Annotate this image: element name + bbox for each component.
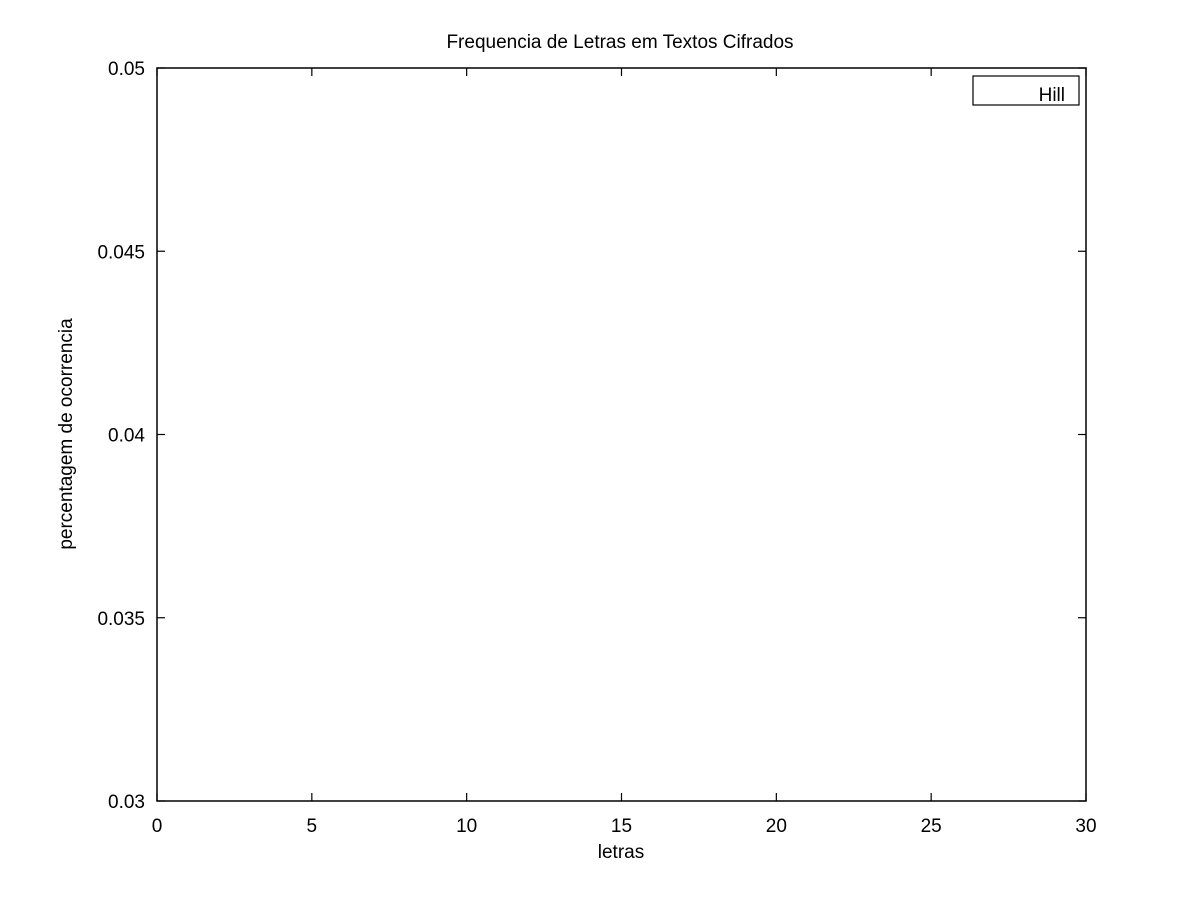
- plot-area: [156, 67, 1087, 802]
- y-tick-label: 0.03: [108, 792, 145, 813]
- y-tick-label: 0.05: [108, 59, 145, 80]
- x-tick-label: 20: [766, 816, 787, 837]
- chart-title: Frequencia de Letras em Textos Cifrados: [446, 32, 793, 53]
- x-tick-label: 0: [152, 816, 163, 837]
- x-axis: 0 5 10 15 20 25 30: [152, 68, 1097, 837]
- legend-box: [972, 75, 1080, 106]
- x-tick-label: 30: [1075, 816, 1096, 837]
- y-axis-label: percentagem de ocorrencia: [56, 318, 77, 550]
- x-axis-label: letras: [598, 842, 644, 863]
- x-tick-label: 5: [307, 816, 318, 837]
- legend: Hill: [972, 75, 1080, 106]
- y-axis: 0.03 0.035 0.04 0.045 0.05: [97, 59, 1086, 813]
- x-tick-label: 10: [456, 816, 477, 837]
- y-tick-label: 0.035: [97, 609, 145, 630]
- y-tick-label: 0.04: [108, 426, 145, 447]
- x-tick-label: 15: [611, 816, 632, 837]
- x-tick-label: 25: [921, 816, 942, 837]
- legend-label: Hill: [1039, 85, 1065, 106]
- y-tick-label: 0.045: [97, 242, 145, 263]
